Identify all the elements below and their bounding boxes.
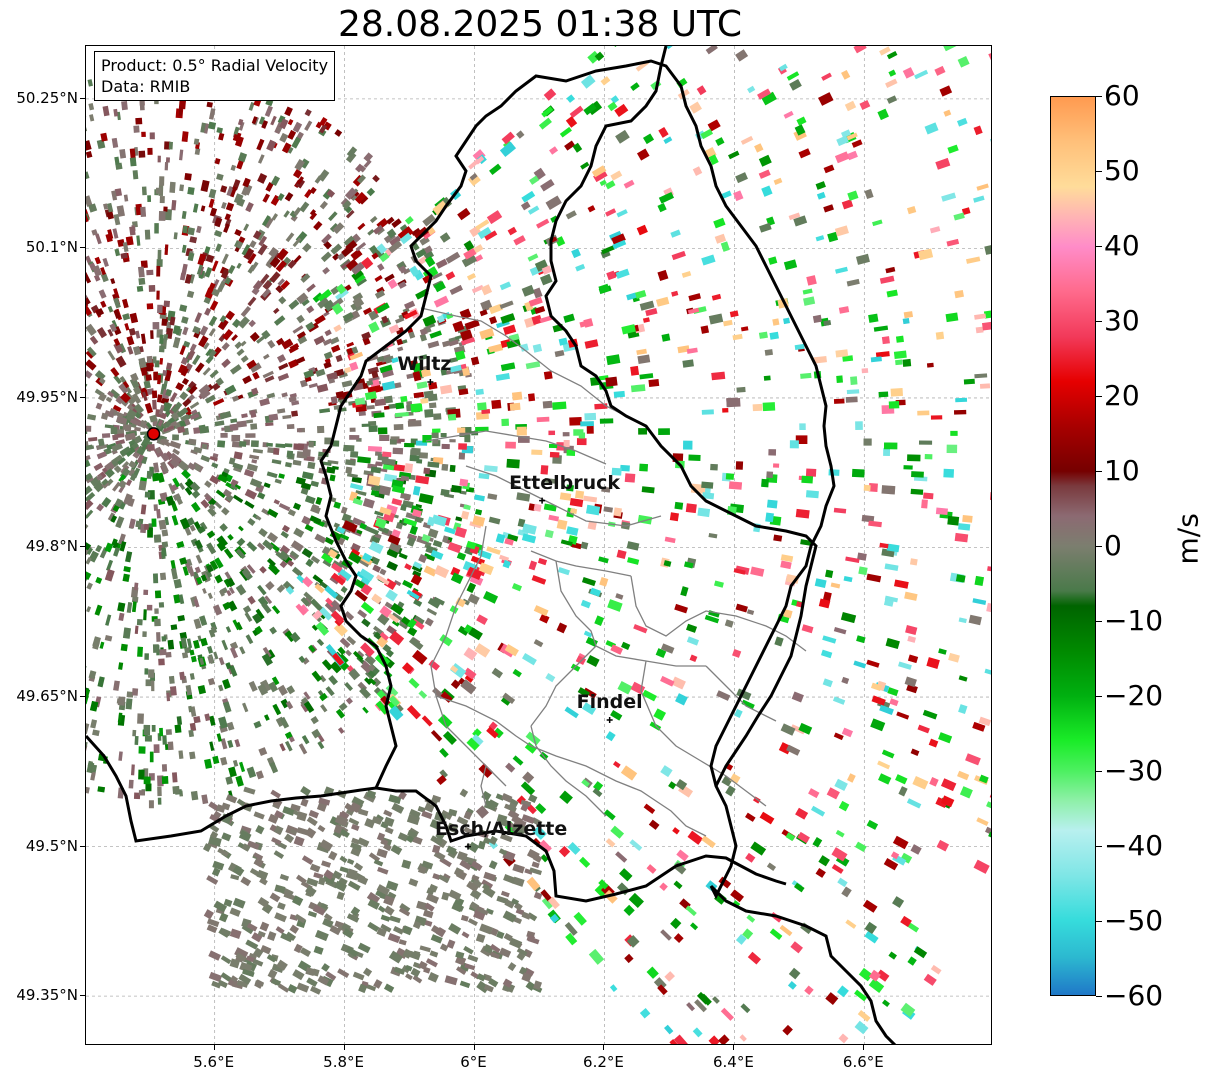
lat-tick — [80, 845, 85, 847]
colorbar — [1050, 96, 1096, 996]
lon-tick-label: 6.4°E — [712, 1053, 754, 1071]
lon-tick — [603, 1045, 605, 1050]
product-label: Product: 0.5° Radial Velocity — [101, 56, 329, 75]
lon-tick-label: 6°E — [460, 1053, 487, 1071]
colorbar-tick-label: 60 — [1104, 79, 1140, 112]
city-markers — [427, 378, 613, 850]
colorbar-tick — [1096, 321, 1102, 322]
city-label: Ettelbruck — [509, 471, 621, 494]
map-canvas — [86, 46, 991, 1044]
product-info-box: Product: 0.5° Radial Velocity Data: RMIB — [94, 51, 336, 101]
colorbar-tick — [1096, 96, 1102, 97]
colorbar-tick — [1096, 696, 1102, 697]
colorbar-tick — [1096, 396, 1102, 397]
city-label: Wiltz — [397, 352, 452, 375]
lat-tick — [80, 247, 85, 249]
country-border-west — [86, 734, 787, 903]
lat-tick-label: 49.8°N — [25, 537, 78, 556]
lon-tick — [213, 1045, 215, 1050]
lat-tick — [80, 546, 85, 548]
colorbar-unit-label: m/s — [1171, 513, 1205, 565]
colorbar-tick — [1096, 621, 1102, 622]
lon-tick-label: 5.8°E — [323, 1053, 364, 1071]
city-marker — [427, 378, 434, 385]
map-title: 28.08.2025 01:38 UTC — [337, 4, 743, 45]
lat-tick — [80, 396, 85, 398]
colorbar-tick-label: −10 — [1104, 604, 1164, 637]
colorbar-tick-label: 20 — [1104, 379, 1140, 412]
colorbar-tick — [1096, 546, 1102, 547]
colorbar-tick-label: −60 — [1104, 979, 1164, 1012]
lat-tick-label: 49.95°N — [16, 387, 78, 406]
colorbar-tick — [1096, 771, 1102, 772]
colorbar-tick — [1096, 246, 1102, 247]
radar-echoes — [86, 46, 991, 1044]
city-label: Esch/Alzette — [435, 817, 568, 840]
colorbar-tick-label: 10 — [1104, 454, 1140, 487]
colorbar-tick-label: 30 — [1104, 304, 1140, 337]
lat-tick — [80, 97, 85, 99]
country-border-east — [544, 46, 897, 1044]
lon-tick — [733, 1045, 735, 1050]
lat-tick-label: 49.35°N — [16, 986, 78, 1005]
colorbar-tick-label: −30 — [1104, 754, 1164, 787]
lon-tick-label: 6.6°E — [842, 1053, 884, 1071]
city-label: Findel — [576, 690, 643, 713]
lat-tick-label: 50.25°N — [16, 88, 78, 107]
colorbar-tick-label: 0 — [1104, 529, 1122, 562]
colorbar-tick-label: 50 — [1104, 154, 1140, 187]
luxembourg-border — [319, 59, 836, 900]
radar-map — [85, 45, 992, 1045]
colorbar-tick-label: −40 — [1104, 829, 1164, 862]
lon-tick-label: 5.6°E — [193, 1053, 235, 1071]
city-marker — [606, 716, 613, 723]
canton-boundaries — [420, 307, 807, 837]
lat-tick-label: 50.1°N — [25, 238, 78, 257]
colorbar-tick — [1096, 846, 1102, 847]
city-marker — [465, 843, 472, 850]
colorbar-tick-label: −20 — [1104, 679, 1164, 712]
lat-tick — [80, 995, 85, 997]
colorbar-tick — [1096, 171, 1102, 172]
colorbar-tick — [1096, 996, 1102, 997]
city-marker — [539, 497, 546, 504]
lat-tick-label: 49.65°N — [16, 687, 78, 706]
lon-tick — [863, 1045, 865, 1050]
lon-tick-label: 6.2°E — [583, 1053, 624, 1071]
radar-site-marker — [146, 427, 161, 441]
lon-tick — [343, 1045, 345, 1050]
colorbar-tick-label: 40 — [1104, 229, 1140, 262]
data-source-label: Data: RMIB — [101, 77, 191, 96]
colorbar-tick — [1096, 471, 1102, 472]
lon-tick — [473, 1045, 475, 1050]
colorbar-tick-label: −50 — [1104, 904, 1164, 937]
lat-tick — [80, 696, 85, 698]
colorbar-tick — [1096, 921, 1102, 922]
lat-tick-label: 49.5°N — [25, 836, 78, 855]
